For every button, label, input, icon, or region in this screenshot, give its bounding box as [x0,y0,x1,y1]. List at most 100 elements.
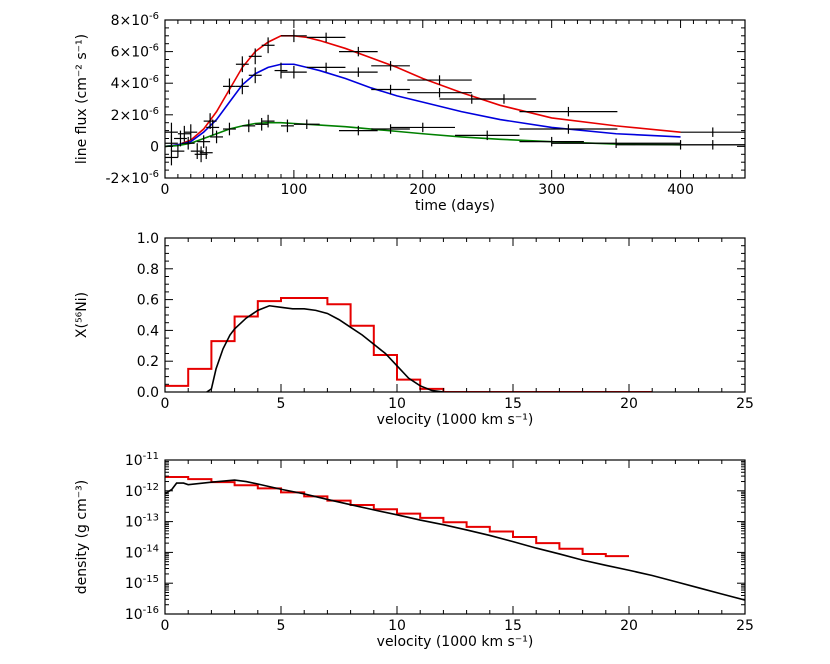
y-tick-label: 10-15 [125,574,159,592]
y-tick-label: 10-14 [125,543,159,561]
y-tick-label: 10-11 [125,451,159,469]
data-point [177,125,191,142]
data-point [680,140,745,150]
data-point [306,62,346,73]
plot-area [165,29,745,166]
data-point [680,127,745,137]
data-point [199,146,213,160]
axes-frame [164,459,746,615]
data-point [255,117,269,131]
x-axis-label: velocity (1000 km s⁻¹) [377,634,534,650]
y-tick-label: 4×10-6 [111,74,159,92]
y-tick-label: 0.4 [137,323,159,339]
y-tick-label: 0.0 [137,385,159,401]
x-tick-label: 10 [388,396,406,412]
y-tick-label: 0.8 [137,262,159,278]
data-point [519,106,618,117]
plot-area [165,297,653,392]
y-tick-label: 2×10-6 [111,106,159,124]
data-point [390,122,455,133]
data-point [242,119,256,133]
red-step-line [165,475,629,558]
density-panel: 0 5 10 15 20 25 10-16 10-15 10-14 10-13 10-12 10-11… [74,451,754,650]
y-tick-label: -2×10-6 [106,169,160,187]
plot-area [165,475,745,601]
data-point [407,75,472,85]
data-point [455,130,520,141]
y-axis-label: line flux (cm⁻² s⁻¹) [74,34,90,164]
data-point [190,143,204,160]
y-axis-label: density (g cm⁻³) [74,480,90,594]
data-point [371,61,410,71]
data-point [293,119,320,130]
data-point [261,114,275,128]
x-tick-label: 0 [161,396,170,412]
y-tick-label: 1.0 [137,231,159,247]
data-point [235,56,249,73]
y-tick-label: 8×10-6 [111,11,159,29]
data-point [281,119,294,133]
x-axis-label: velocity (1000 km s⁻¹) [377,412,534,428]
x-tick-label: 10 [388,618,406,634]
black-model-line [206,304,444,392]
x-tick-label: 25 [736,396,754,412]
y-tick-label: 10-12 [125,482,159,500]
data-point [248,48,262,65]
x-tick-label: 15 [504,396,522,412]
y-tick-label: 0.6 [137,293,159,309]
data-point [194,146,208,163]
x-tick-label: 25 [736,618,754,634]
nickel-fraction-panel: 0 5 10 15 20 25 0.0 0.2 0.4 0.6 0.8 1.0 velocity (10… [74,231,754,428]
data-point [223,78,236,95]
data-point [371,124,410,134]
data-point [248,67,262,84]
data-point [407,87,472,98]
data-point [339,46,378,57]
data-point [184,124,198,141]
data-point [306,32,346,43]
data-point [203,113,217,130]
data-point [165,122,178,142]
data-point [197,135,211,148]
x-tick-label: 5 [277,618,286,634]
y-axis-label: X(⁵⁶Ni) [74,292,90,338]
y-tick-label: 0.2 [137,354,159,370]
data-point [171,144,185,158]
x-tick-label: 0 [161,618,170,634]
data-point [235,78,249,95]
data-point [223,122,236,136]
x-tick-label: 100 [281,182,308,198]
y-tick-label: 0 [150,139,159,155]
data-point [551,138,681,148]
data-point [371,84,410,95]
x-tick-label: 20 [620,618,638,634]
data-point [339,67,378,77]
data-point [210,130,223,144]
x-tick-label: 20 [620,396,638,412]
y-tick-label: 6×10-6 [111,43,159,61]
data-point [181,136,195,150]
axes-frame [164,237,746,393]
data-point [274,62,288,79]
x-axis-label: time (days) [415,198,495,214]
black-model-line [165,479,745,601]
data-point [339,125,378,136]
y-tick-label: 10-16 [125,605,159,623]
data-point [165,149,178,166]
flux-panel: 0 100 200 300 400-2×10-602×10-64×10-66×10-68… [74,11,746,214]
x-tick-label: 400 [667,182,694,198]
data-point [519,124,618,134]
x-tick-label: 15 [504,618,522,634]
data-point [206,119,220,136]
red-step-line [165,297,653,392]
data-point [519,136,584,147]
data-point [281,65,307,79]
x-tick-label: 5 [277,396,286,412]
x-tick-label: 300 [538,182,565,198]
y-tick-label: 10-13 [125,513,159,531]
x-tick-label: 200 [409,182,436,198]
x-tick-label: 0 [161,182,170,198]
data-point [261,37,275,54]
axes-frame [164,19,746,179]
